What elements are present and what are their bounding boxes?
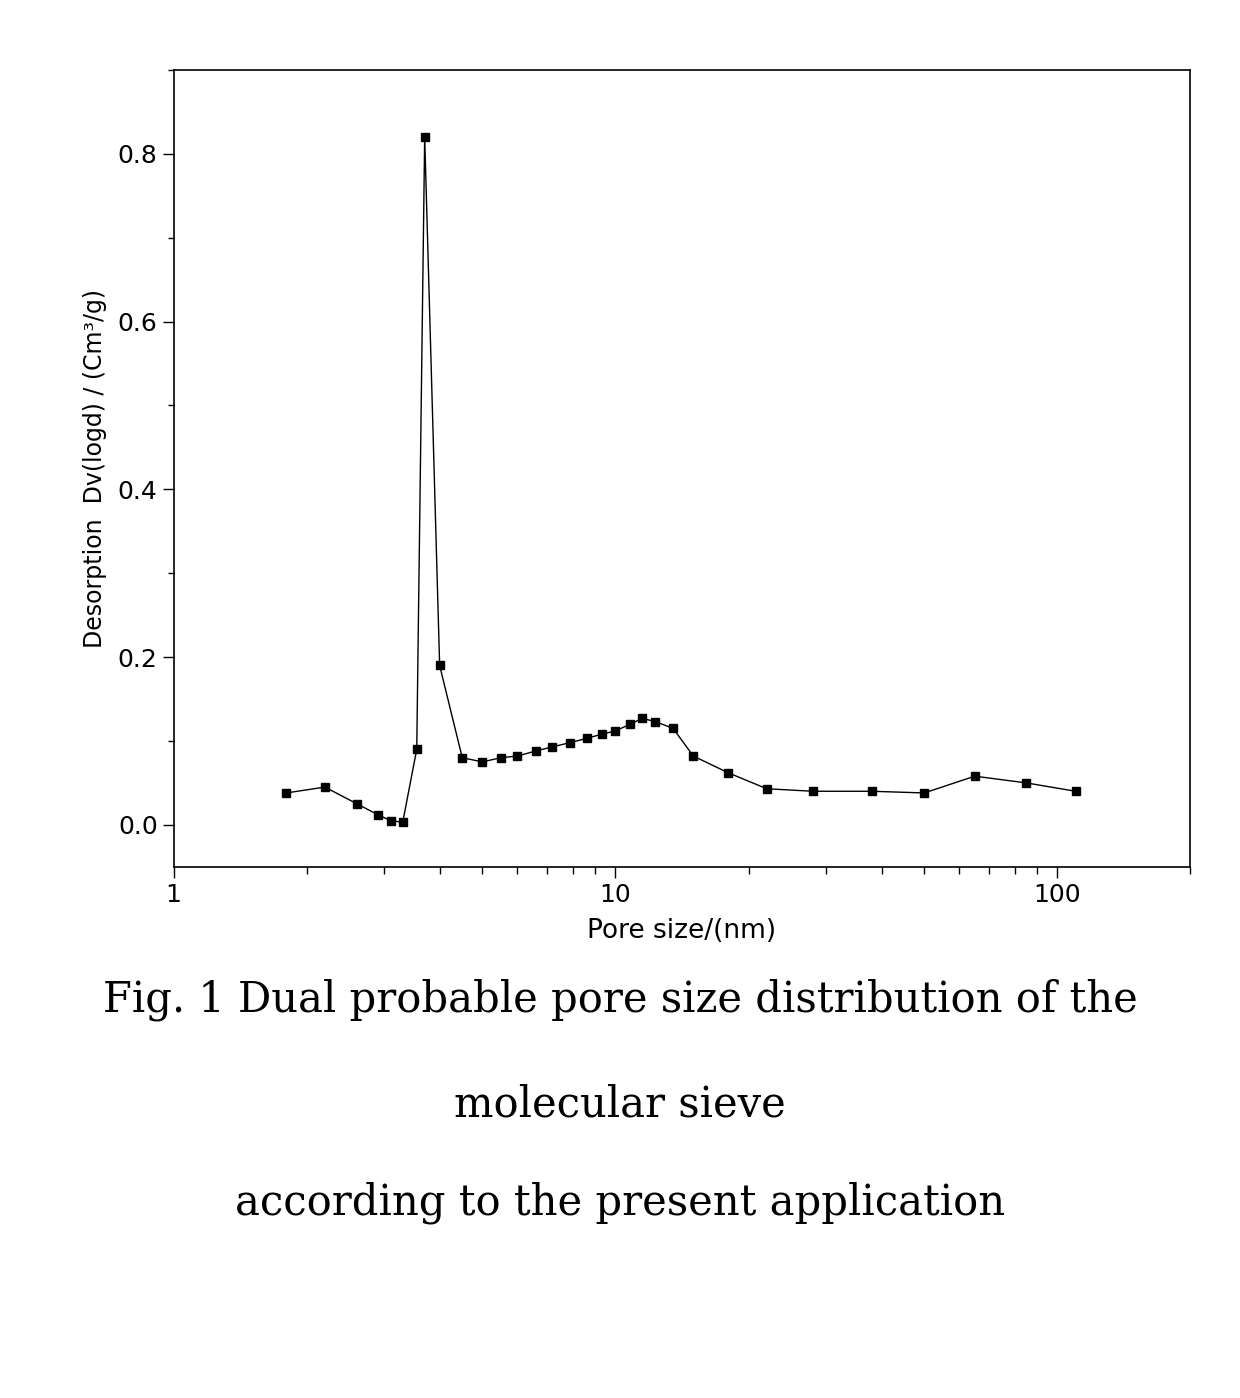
Text: molecular sieve: molecular sieve	[454, 1083, 786, 1125]
Text: according to the present application: according to the present application	[234, 1181, 1006, 1223]
X-axis label: Pore size/(nm): Pore size/(nm)	[588, 918, 776, 944]
Y-axis label: Desorption  Dv(logd) / (Cm³/g): Desorption Dv(logd) / (Cm³/g)	[83, 289, 107, 647]
Text: Fig. 1 Dual probable pore size distribution of the: Fig. 1 Dual probable pore size distribut…	[103, 979, 1137, 1021]
